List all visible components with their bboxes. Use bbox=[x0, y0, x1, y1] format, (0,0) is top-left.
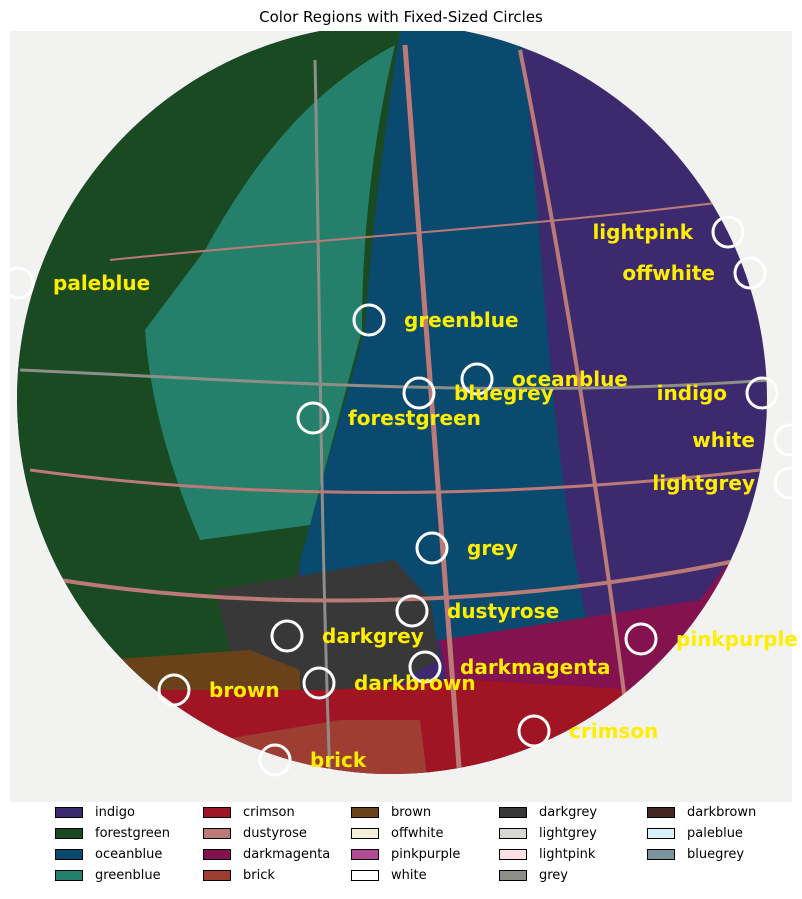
marker-label-white: white bbox=[692, 428, 755, 452]
legend-entry-indigo: indigo bbox=[55, 804, 195, 825]
legend-label-crimson: crimson bbox=[243, 805, 295, 820]
legend-swatch-paleblue bbox=[647, 828, 675, 839]
legend-swatch-pinkpurple bbox=[351, 849, 379, 860]
legend-swatch-darkbrown bbox=[647, 807, 675, 818]
marker-circle-crimson bbox=[517, 714, 551, 748]
legend-label-darkgrey: darkgrey bbox=[539, 805, 598, 820]
legend-swatch-darkgrey bbox=[499, 807, 527, 818]
legend-label-lightgrey: lightgrey bbox=[539, 826, 597, 841]
legend-label-white: white bbox=[391, 868, 427, 883]
legend-entry-white: white bbox=[351, 867, 491, 888]
marker-circle-lightgrey bbox=[773, 466, 802, 500]
chart-title: Color Regions with Fixed-Sized Circles bbox=[259, 8, 543, 26]
legend-entry-brick: brick bbox=[203, 867, 343, 888]
legend-entry-lightgrey: lightgrey bbox=[499, 825, 639, 846]
legend-label-oceanblue: oceanblue bbox=[95, 847, 163, 862]
legend-label-greenblue: greenblue bbox=[95, 868, 161, 883]
marker-label-bluegrey: bluegrey bbox=[454, 381, 554, 405]
marker-label-dustyrose: dustyrose bbox=[447, 599, 559, 623]
legend-swatch-brown bbox=[351, 807, 379, 818]
marker-circle-forestgreen bbox=[296, 401, 330, 435]
marker-label-brick: brick bbox=[310, 748, 367, 772]
legend-label-pinkpurple: pinkpurple bbox=[391, 847, 461, 862]
marker-circle-brick bbox=[258, 743, 292, 777]
legend-label-darkbrown: darkbrown bbox=[687, 805, 757, 820]
legend-entry-grey: grey bbox=[499, 867, 639, 888]
markers-layer: lightpink offwhite paleblue greenblue oceanb… bbox=[1, 215, 802, 777]
legend-swatch-white bbox=[351, 870, 379, 881]
legend-entry-pinkpurple: pinkpurple bbox=[351, 846, 491, 867]
legend-entry-darkbrown: darkbrown bbox=[647, 804, 787, 825]
legend: indigo forestgreen oceanblue greenblue crims… bbox=[55, 804, 795, 890]
legend-label-lightpink: lightpink bbox=[539, 847, 596, 862]
marker-label-brown: brown bbox=[209, 678, 280, 702]
marker-label-darkmagenta: darkmagenta bbox=[460, 655, 611, 679]
marker-circle-darkgrey bbox=[270, 619, 304, 653]
legend-swatch-forestgreen bbox=[55, 828, 83, 839]
legend-entry-lightpink: lightpink bbox=[499, 846, 639, 867]
legend-swatch-oceanblue bbox=[55, 849, 83, 860]
marker-label-oceanblue: oceanblue bbox=[512, 367, 628, 391]
legend-entry-dustyrose: dustyrose bbox=[203, 825, 343, 846]
legend-swatch-offwhite bbox=[351, 828, 379, 839]
legend-entry-offwhite: offwhite bbox=[351, 825, 491, 846]
marker-label-paleblue: paleblue bbox=[53, 271, 150, 295]
legend-swatch-brick bbox=[203, 870, 231, 881]
marker-circle-darkbrown bbox=[302, 666, 336, 700]
marker-circle-paleblue bbox=[1, 266, 35, 300]
marker-circle-offwhite bbox=[733, 256, 767, 290]
legend-label-grey: grey bbox=[539, 868, 569, 883]
legend-entry-greenblue: greenblue bbox=[55, 867, 195, 888]
legend-label-brick: brick bbox=[243, 868, 275, 883]
legend-entry-forestgreen: forestgreen bbox=[55, 825, 195, 846]
legend-label-brown: brown bbox=[391, 805, 432, 820]
marker-circle-darkmagenta bbox=[408, 650, 442, 684]
marker-label-lightgrey: lightgrey bbox=[652, 471, 755, 495]
legend-swatch-greenblue bbox=[55, 870, 83, 881]
marker-label-darkbrown: darkbrown bbox=[354, 671, 476, 695]
legend-label-offwhite: offwhite bbox=[391, 826, 444, 841]
legend-swatch-indigo bbox=[55, 807, 83, 818]
legend-swatch-darkmagenta bbox=[203, 849, 231, 860]
legend-swatch-bluegrey bbox=[647, 849, 675, 860]
marker-label-indigo: indigo bbox=[657, 381, 727, 405]
marker-circle-dustyrose bbox=[395, 594, 429, 628]
legend-entry-oceanblue: oceanblue bbox=[55, 846, 195, 867]
legend-swatch-lightgrey bbox=[499, 828, 527, 839]
marker-circle-bluegrey bbox=[402, 376, 436, 410]
marker-label-forestgreen: forestgreen bbox=[348, 406, 481, 430]
marker-label-pinkpurple: pinkpurple bbox=[676, 627, 798, 651]
legend-swatch-lightpink bbox=[499, 849, 527, 860]
marker-circle-pinkpurple bbox=[624, 622, 658, 656]
marker-circle-oceanblue bbox=[460, 362, 494, 396]
marker-label-darkgrey: darkgrey bbox=[322, 624, 424, 648]
legend-swatch-dustyrose bbox=[203, 828, 231, 839]
legend-entry-bluegrey: bluegrey bbox=[647, 846, 787, 867]
marker-circle-lightpink bbox=[711, 215, 745, 249]
legend-swatch-crimson bbox=[203, 807, 231, 818]
legend-entry-brown: brown bbox=[351, 804, 491, 825]
marker-label-offwhite: offwhite bbox=[622, 261, 715, 285]
legend-entry-crimson: crimson bbox=[203, 804, 343, 825]
marker-label-greenblue: greenblue bbox=[404, 308, 519, 332]
legend-label-paleblue: paleblue bbox=[687, 826, 743, 841]
marker-circle-white bbox=[773, 423, 802, 457]
legend-swatch-grey bbox=[499, 870, 527, 881]
marker-label-crimson: crimson bbox=[569, 719, 658, 743]
legend-entry-darkgrey: darkgrey bbox=[499, 804, 639, 825]
legend-label-forestgreen: forestgreen bbox=[95, 826, 171, 841]
legend-label-dustyrose: dustyrose bbox=[243, 826, 307, 841]
legend-label-indigo: indigo bbox=[95, 805, 135, 820]
marker-circle-brown bbox=[157, 673, 191, 707]
legend-label-darkmagenta: darkmagenta bbox=[243, 847, 331, 862]
legend-entry-paleblue: paleblue bbox=[647, 825, 787, 846]
legend-entry-darkmagenta: darkmagenta bbox=[203, 846, 343, 867]
legend-label-bluegrey: bluegrey bbox=[687, 847, 745, 862]
marker-label-grey: grey bbox=[467, 536, 518, 560]
marker-circle-indigo bbox=[745, 376, 779, 410]
marker-circle-grey bbox=[415, 531, 449, 565]
marker-label-lightpink: lightpink bbox=[592, 220, 693, 244]
marker-circle-greenblue bbox=[352, 303, 386, 337]
